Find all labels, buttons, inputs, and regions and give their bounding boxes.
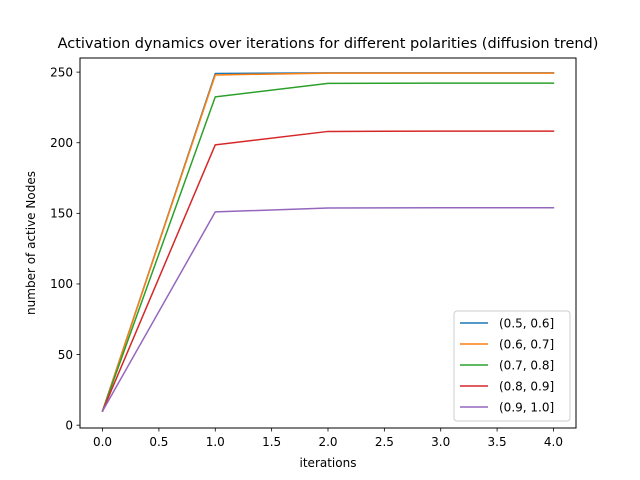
legend-label: (0.5, 0.6]	[499, 317, 554, 331]
x-tick-label: 0.5	[149, 435, 168, 449]
x-tick-label: 1.0	[206, 435, 225, 449]
y-axis: 0 50 100 150 200 250	[50, 65, 80, 432]
legend: (0.5, 0.6] (0.6, 0.7] (0.7, 0.8] (0.8, 0.9]…	[453, 310, 571, 422]
x-tick-label: 0.0	[93, 435, 112, 449]
x-tick-label: 2.0	[318, 435, 337, 449]
x-tick-label: 4.0	[544, 435, 563, 449]
series-line-5	[101, 206, 555, 413]
legend-label: (0.7, 0.8]	[499, 359, 554, 373]
legend-label: (0.6, 0.7]	[499, 338, 554, 352]
y-tick-label: 0	[65, 418, 73, 432]
legend-label: (0.9, 1.0]	[499, 401, 554, 415]
legend-box	[453, 310, 571, 422]
series-line-2	[101, 72, 555, 412]
x-axis-label: iterations	[300, 456, 357, 470]
x-axis: 0.0 0.5 1.0 1.5 2.0 2.5 3.0 3.5 4.0	[93, 428, 563, 449]
y-tick-label: 250	[50, 65, 73, 79]
series-line-3	[101, 82, 555, 413]
y-tick-label: 150	[50, 207, 73, 221]
y-axis-label: number of active Nodes	[24, 171, 38, 315]
x-tick-label: 3.0	[431, 435, 450, 449]
y-tick-label: 50	[58, 348, 73, 362]
x-tick-label: 1.5	[262, 435, 281, 449]
legend-label: (0.8, 0.9]	[499, 380, 554, 394]
y-tick-label: 100	[50, 277, 73, 291]
chart-title: Activation dynamics over iterations for …	[58, 36, 599, 52]
x-tick-label: 2.5	[375, 435, 394, 449]
series-layer	[101, 72, 555, 413]
y-tick-label: 200	[50, 136, 73, 150]
x-tick-label: 3.5	[488, 435, 507, 449]
series-line-4	[101, 130, 555, 413]
